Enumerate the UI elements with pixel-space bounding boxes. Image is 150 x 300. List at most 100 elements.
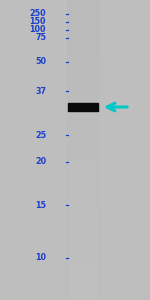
Bar [68,50,98,55]
Bar [68,270,98,275]
Bar [68,110,98,115]
Text: 100: 100 [30,26,46,34]
Bar [96,0,97,300]
Bar [81,0,82,300]
Bar [70,0,71,300]
Bar [68,5,98,10]
Bar [82,0,83,300]
Bar [68,0,69,300]
Bar [68,120,98,125]
Bar [68,15,98,20]
Bar [75,0,76,300]
Bar [68,105,98,110]
Bar [68,200,98,205]
Bar [68,45,98,50]
Bar [68,145,98,150]
Bar [68,150,98,155]
Text: 75: 75 [35,34,46,43]
Bar [79,0,80,300]
Bar [86,0,87,300]
Text: 25: 25 [35,130,46,140]
Bar [68,10,98,15]
Bar [83,0,84,300]
Bar [68,265,98,270]
Bar [97,0,98,300]
Bar [85,0,86,300]
Bar [68,275,98,280]
Bar [68,175,98,180]
Bar [68,250,98,255]
Bar [68,103,98,111]
Bar [68,135,98,140]
Bar [68,115,98,120]
Bar [68,190,98,195]
Bar [68,210,98,215]
Bar [68,95,98,100]
Bar [68,85,98,90]
Bar [68,280,98,285]
Text: 20: 20 [35,158,46,166]
Text: 15: 15 [35,200,46,209]
Bar [92,0,93,300]
Bar [68,290,98,295]
Bar [87,0,88,300]
Bar [68,75,98,80]
Bar [76,0,77,300]
Bar [90,0,91,300]
Bar [68,235,98,240]
Bar [68,165,98,170]
Text: 250: 250 [29,10,46,19]
Bar [95,0,96,300]
Bar [68,195,98,200]
Bar [68,295,98,300]
Bar [89,0,90,300]
Bar [80,0,81,300]
Bar [68,125,98,130]
Bar [68,225,98,230]
Bar [68,160,98,165]
Bar [68,130,98,135]
Bar [68,0,98,5]
Bar [68,285,98,290]
Bar [68,170,98,175]
Bar [68,60,98,65]
Bar [68,215,98,220]
Bar [68,230,98,235]
Bar [71,0,72,300]
Bar [88,0,89,300]
Bar [68,140,98,145]
Bar [68,155,98,160]
Bar [68,25,98,30]
Bar [78,0,79,300]
Bar [68,55,98,60]
Bar [68,245,98,250]
Bar [91,0,92,300]
Bar [68,70,98,75]
Bar [77,0,78,300]
Bar [68,65,98,70]
Bar [68,30,98,35]
Bar [68,90,98,95]
Text: 50: 50 [35,58,46,67]
Text: 150: 150 [30,17,46,26]
Bar [93,0,94,300]
Bar [68,260,98,265]
Text: 10: 10 [35,254,46,262]
Bar [68,80,98,85]
Bar [72,0,73,300]
Bar [68,185,98,190]
Bar [68,100,98,105]
Bar [84,0,85,300]
Bar [68,180,98,185]
Bar [68,220,98,225]
Bar [68,205,98,210]
Bar [68,240,98,245]
Text: 37: 37 [35,86,46,95]
Bar [68,20,98,25]
Bar [73,0,74,300]
Bar [68,40,98,45]
Bar [74,0,75,300]
Bar [94,0,95,300]
Bar [68,35,98,40]
Bar [69,0,70,300]
